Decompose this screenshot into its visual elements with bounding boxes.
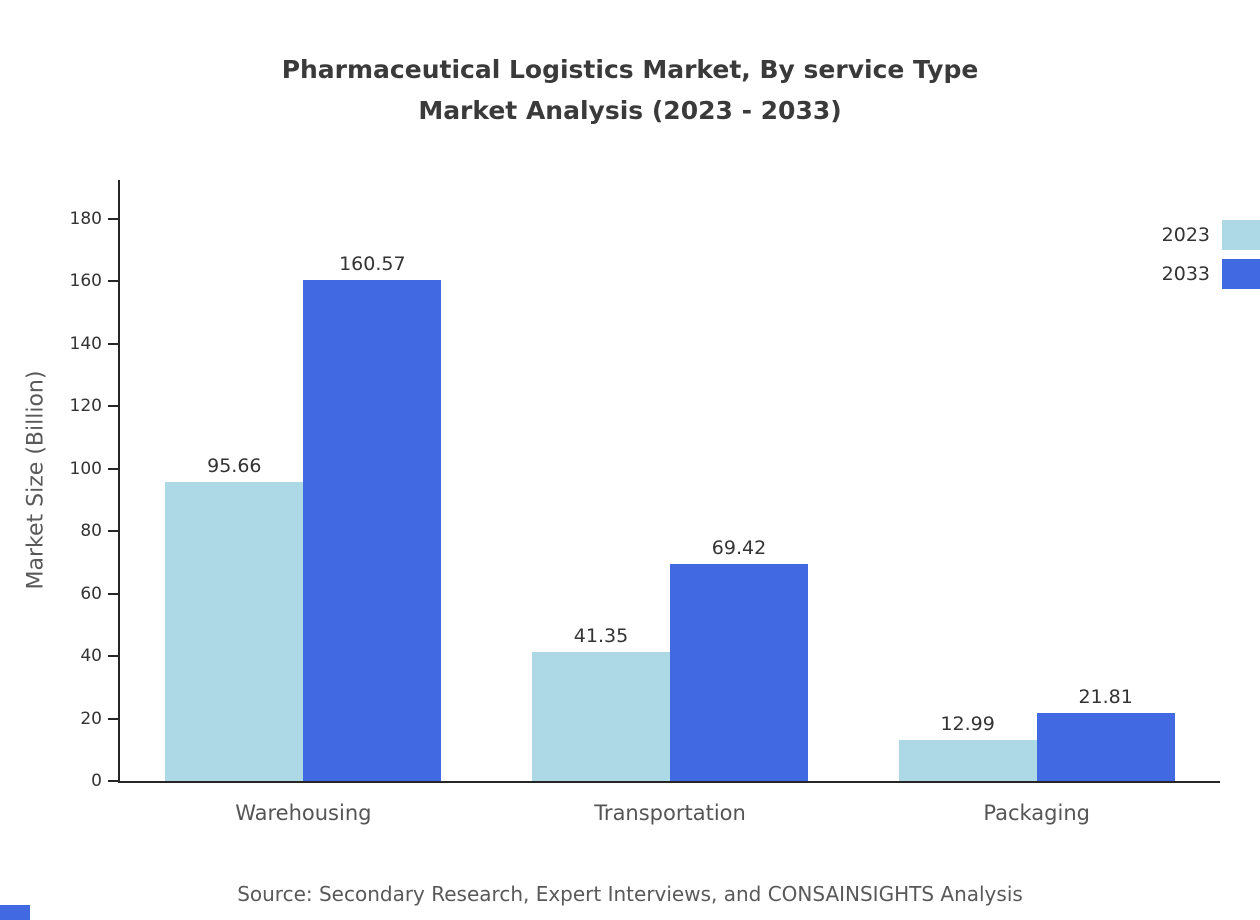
bar-2023-transportation bbox=[532, 651, 670, 781]
chart-title-line-1: Pharmaceutical Logistics Market, By serv… bbox=[281, 55, 979, 84]
x-category-label: Warehousing bbox=[235, 801, 372, 825]
bar-slot: 12.99 bbox=[898, 180, 1037, 781]
legend-swatch-icon bbox=[1222, 259, 1260, 289]
bar-slot: 160.57 bbox=[303, 180, 442, 781]
watermark-square bbox=[0, 905, 30, 920]
y-tick-label: 80 bbox=[80, 521, 102, 542]
bar-2023-warehousing bbox=[165, 482, 304, 781]
y-tick-label: 0 bbox=[91, 771, 102, 791]
source-note: Source: Secondary Research, Expert Inter… bbox=[237, 882, 1023, 906]
bar-value-label: 21.81 bbox=[1078, 685, 1133, 708]
bar-value-label: 69.42 bbox=[711, 537, 767, 560]
bar-2033-packaging bbox=[1036, 712, 1175, 781]
bar-slot: 41.35 bbox=[532, 180, 670, 781]
bar-value-label: 95.66 bbox=[207, 455, 262, 478]
y-tick-label: 180 bbox=[69, 209, 102, 230]
bar-2033-warehousing bbox=[303, 279, 442, 781]
legend-label: 2023 bbox=[1161, 224, 1210, 246]
y-tick: 0 bbox=[91, 771, 118, 791]
y-tick: 100 bbox=[70, 459, 118, 479]
bar-group-transportation: 41.35 69.42 Transportation bbox=[487, 180, 854, 825]
y-tick: 20 bbox=[80, 709, 118, 729]
y-tick-label: 20 bbox=[80, 708, 102, 729]
y-tick-label: 40 bbox=[80, 646, 102, 667]
bar-2023-packaging bbox=[898, 740, 1037, 781]
y-tick: 140 bbox=[70, 334, 118, 354]
bar-slot: 21.81 bbox=[1036, 180, 1175, 781]
legend-swatch-icon bbox=[1222, 220, 1260, 250]
legend-label: 2033 bbox=[1161, 263, 1210, 285]
bar-2033-transportation bbox=[670, 564, 808, 781]
chart-title: Pharmaceutical Logistics Market, By serv… bbox=[0, 50, 1260, 131]
legend-item-2033: 2033 bbox=[1162, 259, 1260, 289]
bar-slot: 95.66 bbox=[165, 180, 304, 781]
chart-title-line-2: Market Analysis (2023 - 2033) bbox=[418, 95, 842, 125]
bar-slot: 69.42 bbox=[670, 180, 808, 781]
y-tick-label: 120 bbox=[69, 396, 102, 417]
bar-groups: 95.66 160.57 Warehousing 41.35 69.42 Transpor… bbox=[120, 180, 1220, 825]
y-tick: 60 bbox=[80, 584, 118, 604]
y-tick: 180 bbox=[70, 209, 118, 229]
bar-group-warehousing: 95.66 160.57 Warehousing bbox=[120, 180, 487, 825]
y-tick-label: 140 bbox=[69, 333, 102, 354]
y-tick-label: 160 bbox=[69, 271, 102, 292]
bar-value-label: 12.99 bbox=[940, 713, 995, 736]
y-axis-label: Market Size (Billion) bbox=[23, 370, 49, 590]
bar-value-label: 160.57 bbox=[339, 252, 406, 275]
y-tick: 160 bbox=[70, 271, 118, 291]
x-category-label: Packaging bbox=[983, 801, 1090, 825]
y-tick: 80 bbox=[80, 521, 118, 541]
y-tick-label: 60 bbox=[80, 583, 102, 604]
bar-group-packaging: 12.99 21.81 Packaging bbox=[853, 180, 1220, 825]
y-tick: 40 bbox=[80, 646, 118, 666]
legend: 2023 2033 bbox=[1162, 220, 1260, 289]
y-tick: 120 bbox=[70, 396, 118, 416]
legend-item-2023: 2023 bbox=[1162, 220, 1260, 250]
y-tick-label: 100 bbox=[69, 458, 102, 479]
x-category-label: Transportation bbox=[594, 801, 746, 825]
bar-value-label: 41.35 bbox=[573, 624, 629, 647]
plot-area: 0 20 40 60 80 100 120 140 160 180 95.66 160.57 Ware… bbox=[70, 180, 1220, 825]
